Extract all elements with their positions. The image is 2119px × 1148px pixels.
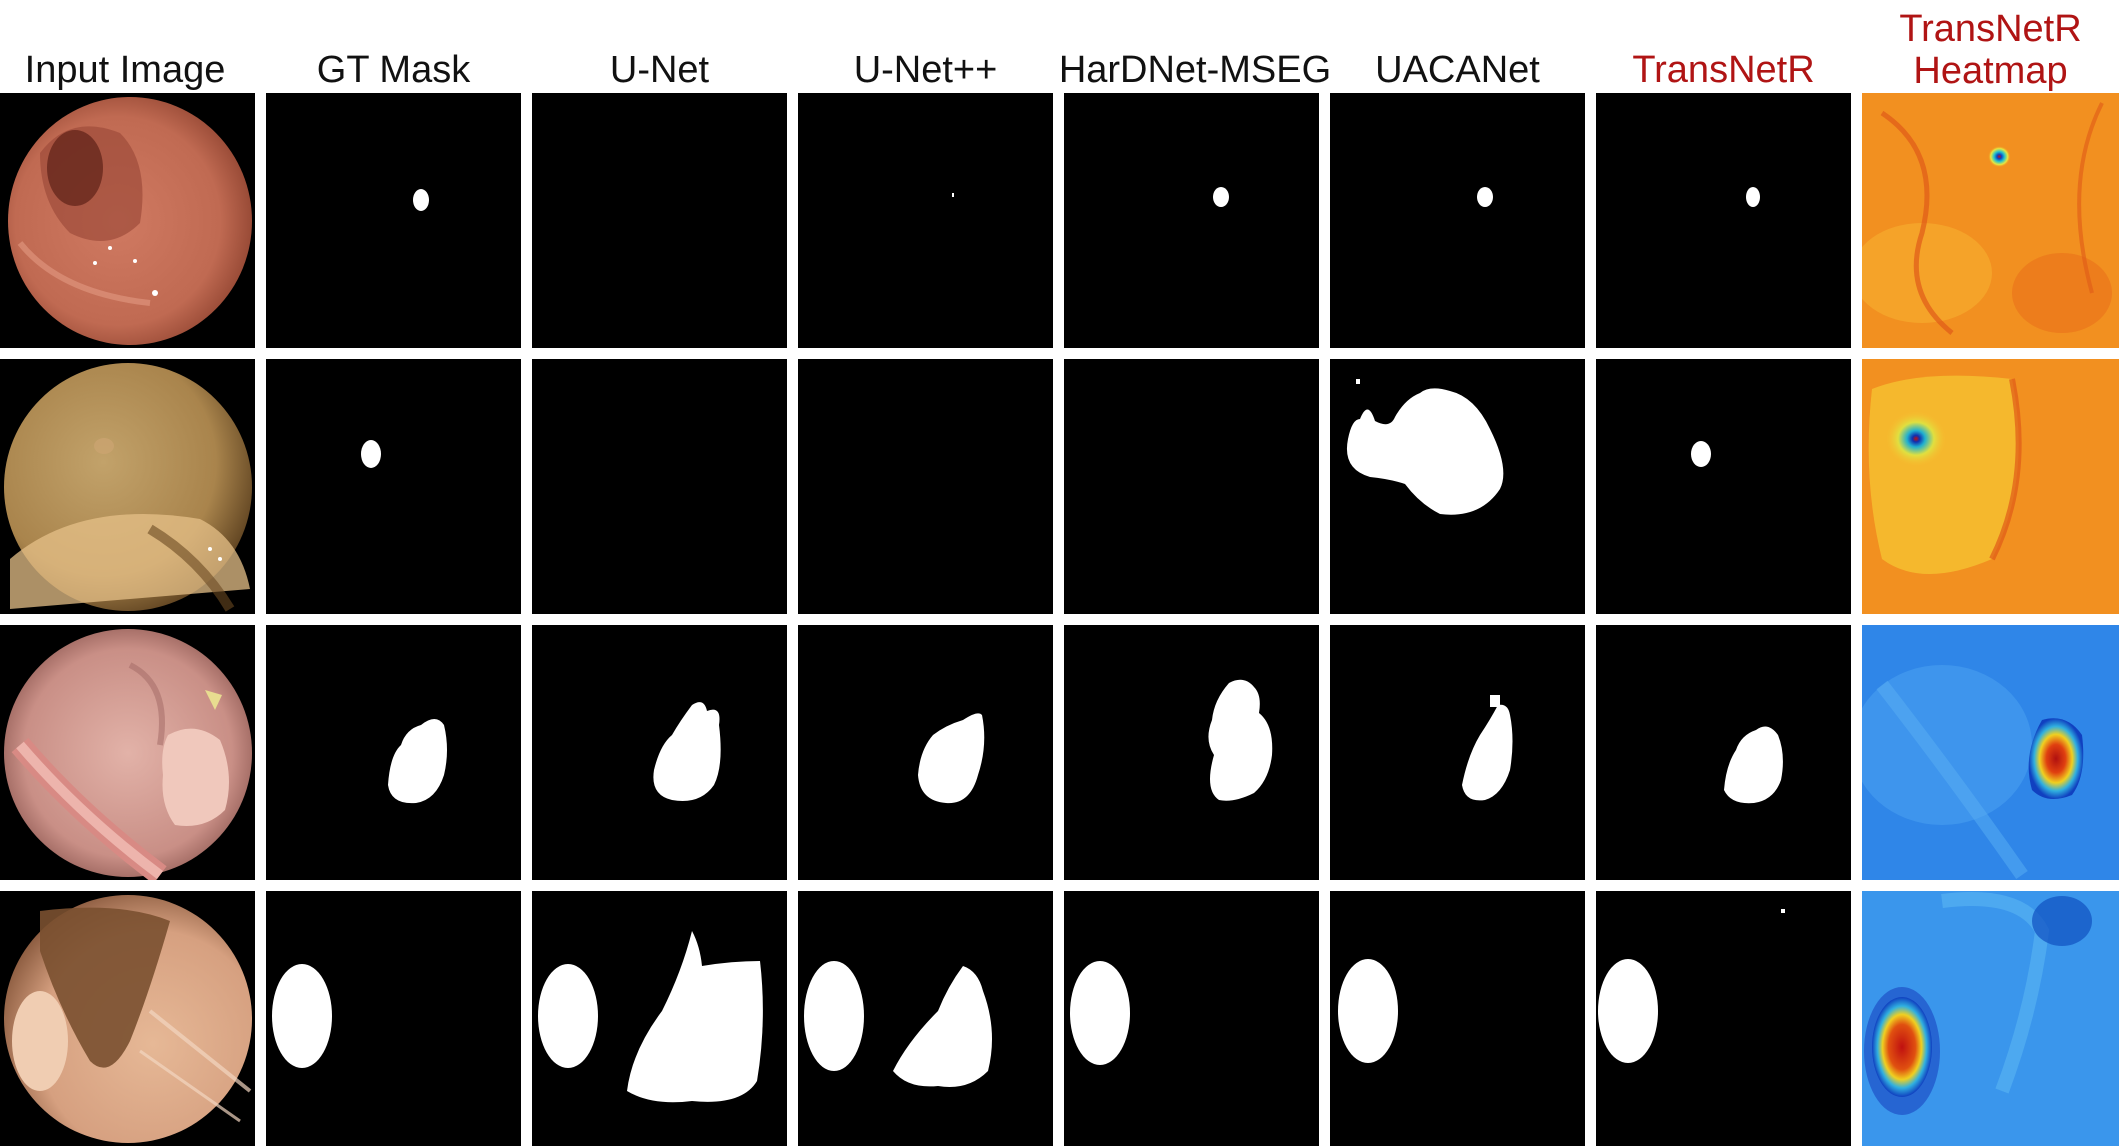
row3-hardnet-mask (1064, 625, 1319, 880)
row2-input-image (0, 359, 255, 614)
header-hardnet-mseg: HarDNet-MSEG (1058, 49, 1332, 91)
row4-heatmap (1862, 891, 2119, 1146)
row1-uacanet-mask (1330, 93, 1585, 348)
header-input-image: Input Image (24, 49, 226, 91)
header-transnetr-heatmap: TransNetR Heatmap (1862, 2, 2119, 92)
row3-heatmap (1862, 625, 2119, 880)
row3-gt-mask (266, 625, 521, 880)
header-uacanet: UACANet (1375, 49, 1540, 91)
heatmap-title-line-1: TransNetR (1899, 8, 2082, 50)
row3-transnetr-mask (1596, 625, 1851, 880)
row4-transnetr-mask (1596, 891, 1851, 1146)
header-gt-mask: GT Mask (316, 49, 471, 91)
row1-unet-mask (532, 93, 787, 348)
row2-gt-mask (266, 359, 521, 614)
heatmap-title-line-2: Heatmap (1913, 50, 2068, 92)
row4-gt-mask (266, 891, 521, 1146)
row3-unet-mask (532, 625, 787, 880)
header-unetpp: U-Net++ (853, 49, 998, 91)
row4-hardnet-mask (1064, 891, 1319, 1146)
row2-hardnet-mask (1064, 359, 1319, 614)
row4-unet-mask (532, 891, 787, 1146)
row1-gt-mask (266, 93, 521, 348)
row2-heatmap (1862, 359, 2119, 614)
row2-unetpp-mask (798, 359, 1053, 614)
header-unet: U-Net (609, 49, 710, 91)
row1-heatmap (1862, 93, 2119, 348)
row4-input-image (0, 891, 255, 1146)
row2-transnetr-mask (1596, 359, 1851, 614)
row1-transnetr-mask (1596, 93, 1851, 348)
row2-uacanet-mask (1330, 359, 1585, 614)
row3-input-image (0, 625, 255, 880)
row3-uacanet-mask (1330, 625, 1585, 880)
row1-input-image (0, 93, 255, 348)
row4-unetpp-mask (798, 891, 1053, 1146)
header-transnetr: TransNetR (1632, 49, 1815, 91)
row4-uacanet-mask (1330, 891, 1585, 1146)
row3-unetpp-mask (798, 625, 1053, 880)
row1-hardnet-mask (1064, 93, 1319, 348)
row2-unet-mask (532, 359, 787, 614)
row1-unetpp-mask (798, 93, 1053, 348)
